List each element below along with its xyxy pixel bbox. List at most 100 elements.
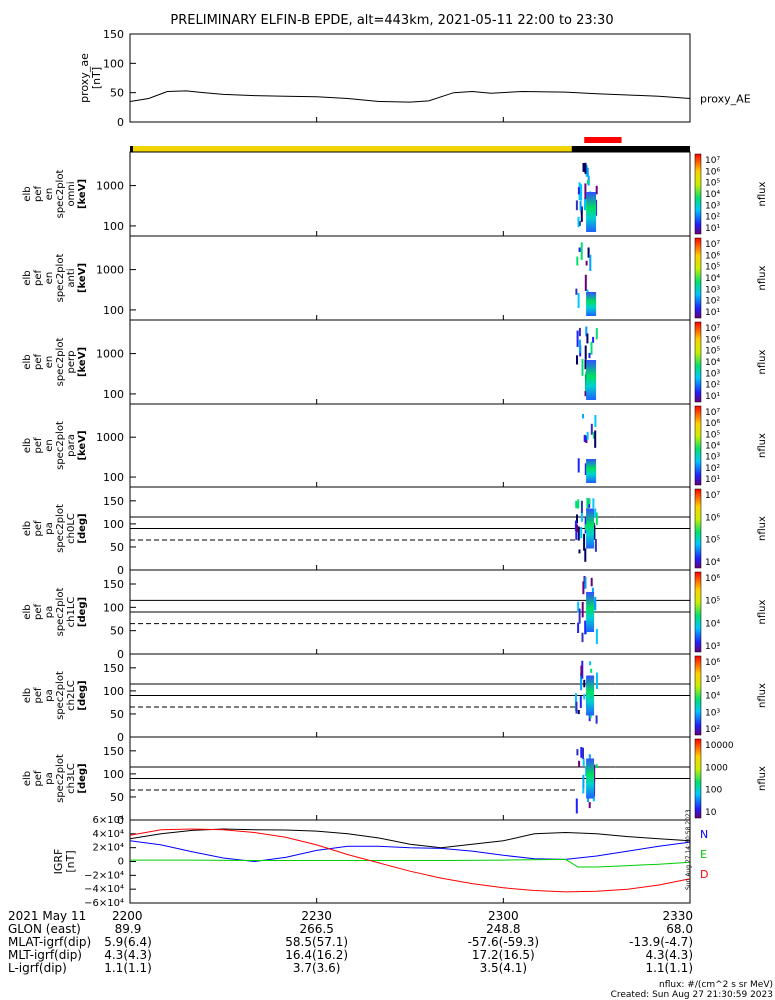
panel-ylabel: elb	[22, 604, 33, 619]
flux-streak	[582, 163, 585, 172]
flux-streak	[592, 336, 595, 343]
flux-streak	[593, 781, 596, 797]
colorbar	[694, 488, 702, 569]
flux-streak	[594, 508, 597, 518]
flux-streak	[584, 577, 587, 589]
flux-streak	[590, 423, 593, 435]
igrf-ytick-label: 6×10⁴	[93, 815, 124, 826]
panel-ytick-label: 50	[110, 791, 124, 804]
panel-ytick-label: 50	[110, 708, 124, 721]
panel-ylabel: pa	[44, 772, 55, 784]
colorbar-label: nflux	[757, 349, 768, 374]
flux-streak	[575, 798, 578, 814]
panel-ylabel: [deg]	[77, 763, 88, 793]
panel-ytick-label: 1000	[96, 180, 124, 193]
flux-streak	[579, 200, 582, 211]
flux-streak	[580, 747, 583, 758]
flux-units-note: nflux: #/(cm^2 s sr MeV)	[659, 980, 773, 990]
panel-ylabel: [deg]	[77, 680, 88, 710]
igrf-series-B	[129, 840, 691, 863]
panel-ylabel: spec2plot	[55, 754, 66, 803]
panel-ylabel: ch0LC	[66, 513, 77, 544]
igrf-legend-D: D	[700, 868, 708, 881]
panel-ylabel: [deg]	[77, 513, 88, 543]
flux-streak	[580, 500, 583, 513]
colorbar-tick-label: 10⁶	[705, 251, 720, 261]
colorbar-tick-label: 10⁵	[705, 263, 720, 273]
colorbar-tick-label: 10⁷	[705, 240, 720, 250]
panel-ytick-label: 100	[103, 304, 124, 317]
igrf-ytick-label: −4×10⁴	[84, 884, 124, 895]
flux-streak	[577, 622, 580, 633]
flux-streak	[589, 661, 592, 666]
flux-streak	[576, 749, 579, 756]
flux-core	[586, 192, 597, 232]
colorbar-label: nflux	[757, 433, 768, 458]
igrf-ylabel: IGRF	[52, 849, 65, 875]
panel-ytick-label: 150	[103, 578, 124, 591]
proxy-ae-panel: 150 100 50 0 proxy_AE proxy_ae [nT]	[78, 28, 751, 129]
flux-streak	[578, 608, 581, 624]
flux-streak	[590, 668, 593, 673]
panel-ytick-label: 150	[103, 495, 124, 508]
colorbar-tick-label: 10⁷	[705, 408, 720, 418]
panel-ylabel: para	[66, 434, 77, 457]
flux-streak	[577, 601, 580, 613]
colorbar-tick-label: 10⁵	[705, 347, 720, 357]
panel-ylabel: pef	[33, 770, 44, 787]
flux-streak	[580, 512, 583, 522]
x-tick-label: 2330	[662, 909, 693, 923]
colorbar-tick-label: 10²	[705, 464, 720, 474]
table-cell: 68.0	[666, 922, 693, 936]
panel-ch1LC: 150 100 50 0 elb pef pa spec2plot ch1LC [deg] 10⁶ 1…	[22, 569, 768, 661]
flux-streak	[577, 526, 580, 541]
panel-ylabel: pef	[33, 186, 44, 203]
panel-ylabel: pef	[33, 604, 44, 621]
colorbar-tick-label: 10⁷	[705, 324, 720, 334]
flux-streak	[579, 696, 582, 708]
colorbar	[694, 738, 702, 819]
table-cell: 58.5(57.1)	[285, 935, 348, 949]
flux-streak	[576, 524, 579, 533]
flux-streak	[593, 764, 596, 783]
table-date: 2021 May 11	[8, 909, 86, 923]
panel-ylabel: perp	[66, 351, 77, 374]
table-cell: 5.9(6.4)	[104, 935, 152, 949]
igrf-ytick-label: 2×10⁴	[93, 843, 124, 854]
panel-ylabel: elb	[22, 270, 33, 285]
igrf-series-E	[130, 858, 691, 868]
table-cell: 4.3(4.3)	[645, 948, 693, 962]
flux-streak	[585, 326, 588, 337]
phase-start-marker	[130, 146, 133, 152]
flux-streak	[584, 183, 587, 200]
panel-frame	[129, 151, 691, 237]
flux-streak	[581, 632, 584, 643]
panel-ylabel: elb	[22, 354, 33, 369]
flux-streak	[595, 628, 598, 645]
panel-ylabel: spec2plot	[55, 588, 66, 637]
flux-streak	[584, 463, 587, 475]
flux-streak	[577, 709, 580, 715]
panel-ylabel: [keV]	[77, 430, 88, 460]
colorbar-tick-label: 10⁴	[705, 619, 720, 629]
panel-ylabel: spec2plot	[55, 254, 66, 303]
flux-streak	[583, 679, 586, 688]
panel-ylabel: elb	[22, 688, 33, 703]
flux-core	[586, 292, 597, 316]
colorbar-tick-label: 10³	[705, 285, 720, 295]
colorbar-tick-label: 10²	[705, 297, 720, 307]
panel-ylabel: spec2plot	[55, 671, 66, 720]
flux-streak	[577, 499, 580, 508]
panel-ytick-label: 0	[117, 564, 124, 577]
flux-streak	[578, 327, 581, 337]
colorbar-tick-label: 10⁶	[705, 167, 720, 177]
ae-ytick-label: 150	[103, 28, 124, 41]
colorbar	[694, 655, 702, 736]
flux-streak	[582, 774, 585, 789]
flux-streak	[588, 802, 591, 809]
panel-ylabel: en	[44, 356, 55, 369]
colorbar-tick-label: 10⁴	[705, 274, 720, 284]
colorbar-tick-label: 10³	[705, 642, 720, 652]
flux-streak	[594, 430, 597, 448]
